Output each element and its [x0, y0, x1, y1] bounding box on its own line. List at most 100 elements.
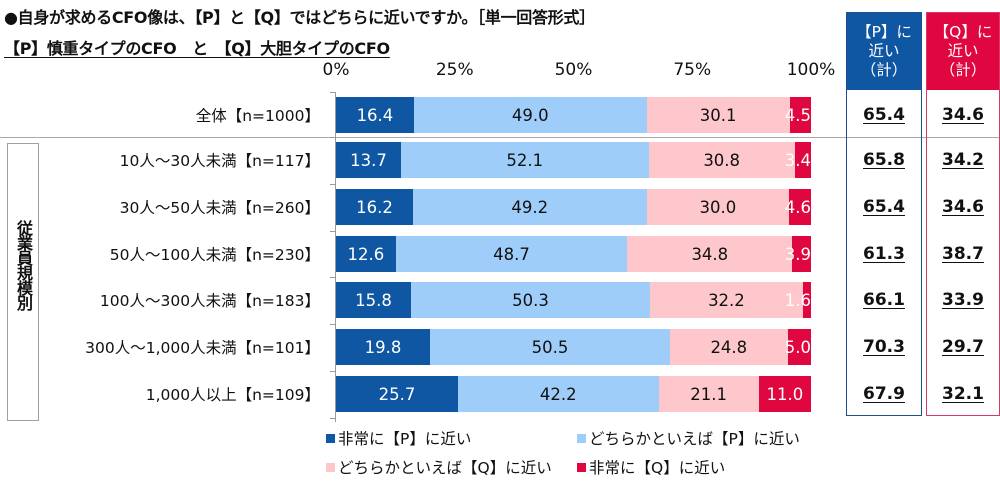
- data-label: 32.2: [708, 290, 745, 310]
- bar-segment-somewhat-p: 49.2: [412, 189, 647, 225]
- bar-segment-somewhat-q: 30.1: [646, 97, 790, 133]
- data-label: 25.7: [378, 384, 416, 404]
- category-axis-tick: [330, 418, 336, 419]
- category-axis-tick: [330, 137, 336, 138]
- q-total-value: 32.1: [942, 384, 984, 404]
- q-total-value: 34.6: [942, 197, 984, 217]
- data-label: 48.7: [493, 244, 530, 264]
- data-label: 49.0: [511, 105, 549, 125]
- p-total-value: 66.1: [863, 290, 905, 310]
- bar-segment-very-q: 3.4: [785, 142, 811, 178]
- chart-subtitle: 【P】慎重タイプのCFO と 【Q】大胆タイプのCFO: [4, 39, 390, 58]
- category-axis-tick: [330, 371, 336, 372]
- q-total-value: 38.7: [942, 244, 984, 264]
- data-label: 49.2: [511, 197, 549, 217]
- bar-segment-somewhat-q: 24.8: [669, 329, 788, 365]
- data-label: 11.0: [766, 384, 804, 404]
- p-total-value: 67.9: [863, 384, 905, 404]
- data-label: 16.4: [356, 105, 394, 125]
- legend-label-very-q: 非常に【Q】に近い: [589, 459, 726, 477]
- bar-segment-very-q: 11.0: [758, 376, 811, 412]
- bar-segment-very-p: 15.8: [336, 282, 412, 318]
- chart-title: ●自身が求めるCFO像は、【P】と【Q】ではどちらに近いですか。［単一回答形式］: [4, 8, 595, 27]
- bar-segment-somewhat-p: 42.2: [458, 376, 659, 412]
- employee-size-group-label: 従業員規模別: [14, 220, 33, 310]
- legend-label-somewhat-q: どちらかといえば【Q】に近い: [338, 459, 552, 477]
- legend-item-somewhat-q: どちらかといえば【Q】に近い: [326, 456, 552, 478]
- bar-segment-very-q: 5.0: [784, 329, 811, 365]
- legend-label-somewhat-p: どちらかといえば【P】に近い: [589, 430, 800, 448]
- bar-segment-somewhat-q: 32.2: [649, 282, 803, 318]
- bar-segment-very-q: 3.9: [785, 236, 811, 272]
- legend-swatch-very-p: [326, 433, 335, 443]
- bar-segment-somewhat-p: 52.1: [401, 142, 649, 178]
- bar-segment-somewhat-q: 30.8: [648, 142, 795, 178]
- bar-segment-very-q: 4.6: [785, 189, 811, 225]
- data-label: 5.0: [784, 337, 811, 357]
- bar-segment-somewhat-p: 49.0: [413, 97, 647, 133]
- bar-segment-somewhat-q: 34.8: [627, 236, 793, 272]
- category-axis-tick: [330, 231, 336, 232]
- bar-segment-very-p: 25.7: [336, 376, 459, 412]
- q-total-value: 29.7: [942, 337, 984, 357]
- bar-segment-somewhat-p: 50.5: [430, 329, 670, 365]
- p-total-value: 70.3: [863, 337, 905, 357]
- p-total-column: 【P】に 近い （計）: [846, 12, 922, 416]
- data-label: 50.5: [531, 337, 569, 357]
- category-label: 1,000人以上【n=109】: [145, 386, 320, 404]
- data-label: 52.1: [506, 150, 544, 170]
- bar-segment-somewhat-q: 30.0: [646, 189, 790, 225]
- p-header-line-2: 近い: [868, 42, 900, 60]
- data-label: 34.8: [691, 244, 729, 264]
- p-total-value: 61.3: [863, 244, 905, 264]
- bar-segment-somewhat-p: 50.3: [411, 282, 650, 318]
- data-label: 21.1: [690, 384, 727, 404]
- category-label: 全体【n=1000】: [195, 107, 320, 125]
- overall-separator: [0, 137, 1000, 138]
- data-label: 4.6: [784, 197, 811, 217]
- data-label: 30.0: [699, 197, 737, 217]
- bar-segment-very-q: 1.6: [785, 282, 811, 318]
- category-label: 300人～1,000人未満【n=101】: [85, 339, 320, 357]
- category-label: 30人～50人未満【n=260】: [119, 199, 320, 217]
- x-tick-label: 100%: [786, 60, 836, 80]
- bar-segment-very-p: 16.2: [336, 189, 413, 225]
- data-label: 19.8: [364, 337, 402, 357]
- bar-segment-very-q: 4.5: [785, 97, 811, 133]
- x-tick-label: 0%: [322, 60, 350, 80]
- data-label: 50.3: [512, 290, 549, 310]
- legend-item-very-p: 非常に【P】に近い: [326, 427, 471, 449]
- data-label: 1.6: [784, 290, 811, 310]
- legend-label-very-p: 非常に【P】に近い: [338, 430, 472, 448]
- bar-segment-very-p: 19.8: [336, 329, 431, 365]
- category-axis-tick: [330, 184, 336, 185]
- data-label: 3.9: [784, 244, 811, 264]
- bar-segment-somewhat-p: 48.7: [395, 236, 628, 272]
- data-label: 12.6: [347, 244, 385, 264]
- data-label: 3.4: [784, 150, 811, 170]
- data-label: 16.2: [356, 197, 393, 217]
- x-tick-label: 25%: [435, 60, 474, 80]
- p-header-line-3: （計）: [860, 61, 908, 79]
- legend-swatch-somewhat-p: [577, 433, 586, 443]
- q-header-line-2: 近い: [947, 42, 979, 60]
- x-tick-label: 50%: [554, 60, 593, 80]
- q-total-value: 33.9: [942, 290, 984, 310]
- category-label: 100人～300人未満【n=183】: [99, 292, 320, 310]
- q-total-value: 34.6: [942, 105, 984, 125]
- data-label: 42.2: [539, 384, 577, 404]
- data-label: 15.8: [355, 290, 392, 310]
- category-axis-tick: [330, 324, 336, 325]
- p-header-line-1: 【P】に: [856, 23, 912, 41]
- bar-segment-somewhat-q: 21.1: [658, 376, 759, 412]
- bar-segment-very-p: 16.4: [336, 97, 414, 133]
- p-total-value: 65.8: [863, 150, 905, 170]
- data-label: 30.1: [699, 105, 737, 125]
- category-axis-line: [335, 92, 336, 422]
- category-label: 50人～100人未満【n=230】: [109, 246, 320, 264]
- data-label: 30.8: [703, 150, 741, 170]
- p-total-value: 65.4: [863, 197, 905, 217]
- data-label: 24.8: [710, 337, 748, 357]
- data-label: 13.7: [350, 150, 387, 170]
- legend-swatch-very-q: [577, 462, 586, 472]
